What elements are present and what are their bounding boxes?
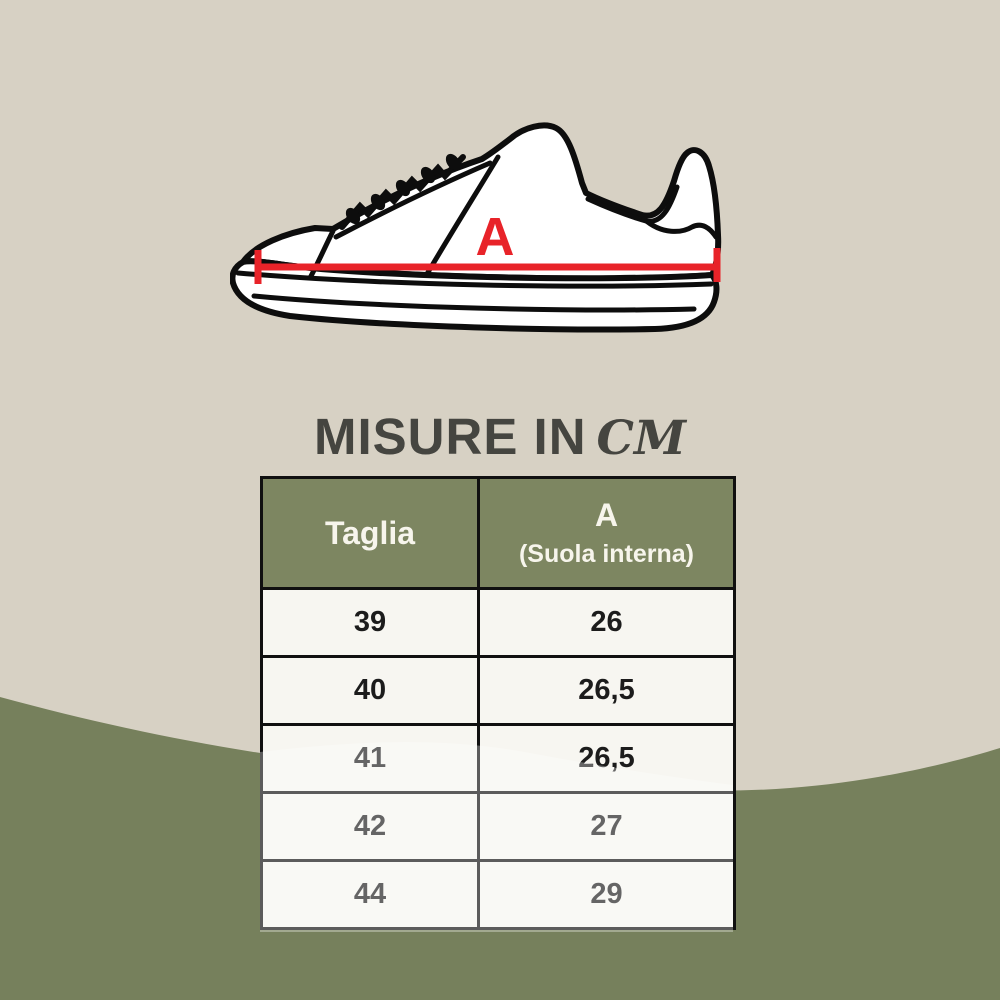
table-row: 42 27 — [260, 791, 736, 862]
measurement-line-a — [254, 248, 721, 284]
table-row: 39 26 — [260, 587, 736, 658]
sneaker-illustration: A — [230, 122, 722, 333]
cell-size: 39 — [260, 587, 480, 658]
table-row: 40 26,5 — [260, 655, 736, 726]
col-header-taglia: Taglia — [260, 476, 480, 590]
toe-cap-seam — [307, 228, 336, 281]
page-title: MISURE IN CM — [0, 409, 1000, 467]
sole-midline-seam — [235, 270, 714, 289]
table-row: 44 29 — [260, 859, 736, 930]
quarter-seam — [424, 154, 501, 277]
col-header-a: A (Suola interna) — [477, 476, 736, 590]
cell-size: 42 — [260, 791, 480, 862]
measurement-label-a: A — [476, 207, 515, 267]
heel-patch-seam — [641, 216, 719, 240]
header-row: Taglia A (Suola interna) — [260, 476, 736, 590]
size-table: Taglia A (Suola interna) 39 26 40 26,5 4… — [260, 476, 736, 930]
title-main: MISURE IN — [314, 408, 587, 465]
table-row: 41 26,5 — [260, 723, 736, 794]
cell-a: 27 — [477, 791, 736, 862]
cell-size: 44 — [260, 859, 480, 930]
sole-lower-seam — [251, 293, 697, 313]
lace-stay-seam — [333, 160, 493, 240]
cell-a: 29 — [477, 859, 736, 930]
title-unit: CM — [596, 411, 686, 466]
col-header-a-sub: (Suola interna) — [518, 540, 694, 568]
col-header-a-main: A — [594, 497, 619, 533]
cell-a: 26,5 — [477, 723, 736, 794]
cell-a: 26 — [477, 587, 736, 658]
cell-size: 41 — [260, 723, 480, 794]
laces — [339, 153, 466, 230]
cell-size: 40 — [260, 655, 480, 726]
cell-a: 26,5 — [477, 655, 736, 726]
